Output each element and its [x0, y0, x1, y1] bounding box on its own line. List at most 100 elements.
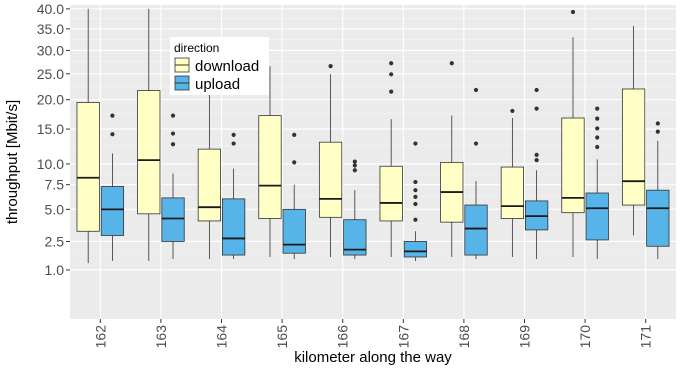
x-tick-label: 164: [214, 325, 230, 349]
outlier-point: [170, 131, 176, 136]
legend-label-download: download: [195, 58, 259, 75]
box-iqr: [282, 208, 306, 254]
x-tick-label: 169: [517, 325, 533, 349]
y-tick-label: 5.0: [45, 201, 65, 217]
box-iqr: [500, 166, 524, 219]
outlier-point: [352, 163, 357, 168]
outlier-point: [110, 113, 115, 118]
box-upload-165: [282, 132, 306, 259]
x-tick-label: 165: [274, 325, 290, 349]
box-download-162: [76, 8, 100, 264]
x-tick-label: 162: [92, 325, 108, 349]
box-upload-169: [525, 87, 549, 259]
box-upload-164: [222, 132, 246, 259]
outlier-point: [595, 116, 600, 121]
outlier-point: [352, 159, 357, 164]
y-tick-label: 15.0: [37, 121, 64, 137]
box-iqr: [646, 189, 670, 247]
box-download-169: [500, 108, 524, 257]
outlier-point: [473, 141, 479, 146]
legend-title: direction: [174, 41, 219, 55]
outlier-point: [413, 201, 418, 207]
box-download-165: [258, 66, 282, 257]
y-axis: 1.0 2.5 5.0 7.5 10.0 15.0 20.0 25.0 30.0 35.0 40.0: [37, 1, 70, 278]
grid-major: [70, 5, 676, 319]
box-download-163: [137, 8, 161, 261]
outlier-point: [110, 132, 115, 137]
box-upload-171: [646, 121, 670, 259]
box-upload-168: [464, 87, 488, 259]
outlier-point: [534, 157, 539, 163]
x-axis-title: kilometer along the way: [294, 349, 452, 366]
outlier-point: [170, 142, 176, 147]
outlier-point: [473, 87, 479, 93]
outlier-point: [352, 168, 357, 173]
outlier-point: [570, 9, 576, 15]
legend: direction download upload: [170, 37, 269, 95]
box-upload-162: [100, 113, 125, 261]
box-upload-163: [161, 113, 185, 259]
box-iqr: [343, 219, 367, 256]
outlier-point: [534, 106, 539, 111]
box-series: [76, 8, 670, 264]
x-tick-label: 163: [153, 325, 169, 349]
box-download-164: [197, 65, 221, 259]
outlier-point: [170, 113, 176, 118]
box-upload-166: [343, 159, 367, 259]
outlier-point: [534, 87, 539, 93]
y-tick-label: 10.0: [37, 156, 64, 172]
outlier-point: [328, 63, 333, 69]
box-iqr: [585, 192, 609, 241]
box-download-166: [318, 63, 343, 257]
legend-label-upload: upload: [195, 76, 240, 93]
outlier-point: [510, 108, 515, 114]
x-tick-label: 168: [456, 325, 472, 349]
box-upload-170: [585, 106, 609, 259]
box-iqr: [161, 197, 185, 242]
box-download-170: [561, 9, 585, 257]
outlier-point: [413, 179, 418, 185]
box-download-167: [379, 61, 403, 257]
y-axis-title: throughput [Mbit/s]: [4, 100, 21, 224]
x-tick-label: 171: [638, 325, 654, 349]
box-iqr: [222, 198, 246, 256]
outlier-point: [595, 144, 600, 150]
y-tick-label: 25.0: [37, 66, 64, 82]
outlier-point: [231, 141, 236, 146]
outlier-point: [449, 61, 454, 66]
box-iqr: [258, 115, 282, 219]
outlier-point: [595, 126, 600, 131]
y-tick-label: 20.0: [37, 92, 64, 108]
x-tick-label: 166: [335, 325, 351, 349]
outlier-point: [292, 160, 297, 165]
outlier-point: [389, 61, 394, 66]
outlier-point: [595, 106, 600, 111]
y-tick-label: 40.0: [37, 1, 64, 17]
box-iqr: [76, 102, 100, 232]
outlier-point: [413, 217, 418, 222]
outlier-point: [655, 121, 660, 126]
x-tick-label: 170: [577, 325, 593, 349]
box-iqr: [100, 186, 125, 236]
outlier-point: [231, 132, 236, 137]
box-download-171: [621, 25, 646, 236]
box-iqr: [379, 165, 403, 222]
outlier-point: [389, 89, 394, 94]
outlier-point: [413, 194, 418, 199]
box-iqr: [561, 117, 585, 214]
outlier-point: [413, 188, 418, 193]
box-iqr: [137, 90, 161, 215]
outlier-point: [292, 132, 297, 137]
box-iqr: [197, 148, 221, 222]
box-iqr: [464, 204, 488, 256]
y-tick-label: 2.5: [45, 233, 65, 249]
y-tick-label: 1.0: [45, 262, 65, 278]
box-upload-167: [403, 141, 428, 261]
box-iqr: [318, 141, 343, 218]
outlier-point: [389, 72, 394, 77]
outlier-point: [595, 135, 600, 140]
outlier-point: [413, 141, 418, 146]
x-tick-label: 167: [395, 325, 411, 349]
x-axis: 162 163 164 165 166 167 168 169 170 171: [92, 319, 654, 349]
